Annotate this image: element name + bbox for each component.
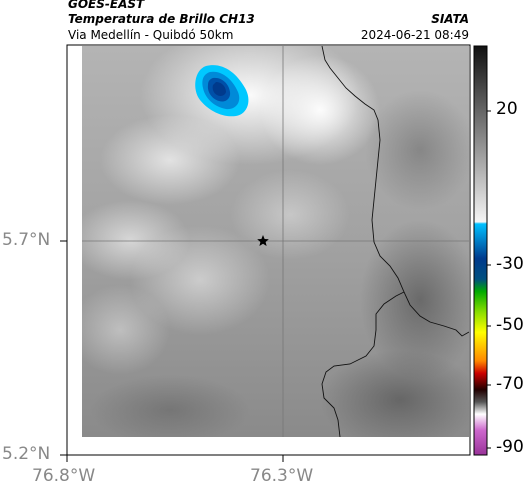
satellite-title: GOES-EAST (68, 0, 145, 11)
colorbar-tick-label: -90 (496, 437, 524, 457)
datetime-label: 2024-06-21 08:49 (360, 28, 469, 42)
lon-tick-label: 76.8°W (32, 466, 96, 486)
lon-tick-label: 76.3°W (250, 466, 314, 486)
colorbar-tick-label: -50 (496, 315, 524, 335)
product-title: Temperatura de Brillo CH13 (68, 12, 255, 26)
lat-tick-label: 5.2°N (2, 444, 51, 464)
colorbar-tick-label: -70 (496, 374, 524, 394)
agency-label: SIATA (431, 12, 469, 26)
star-marker-icon (257, 235, 269, 246)
route-label: Via Medellín - Quibdó 50km (68, 28, 234, 42)
colorbar-tick-label: -30 (496, 254, 524, 274)
lat-tick-label: 5.7°N (2, 230, 51, 250)
colorbar (473, 45, 488, 456)
department-boundary (321, 46, 469, 437)
colorbar-tick-label: 20 (496, 99, 518, 119)
satellite-image (82, 46, 469, 437)
